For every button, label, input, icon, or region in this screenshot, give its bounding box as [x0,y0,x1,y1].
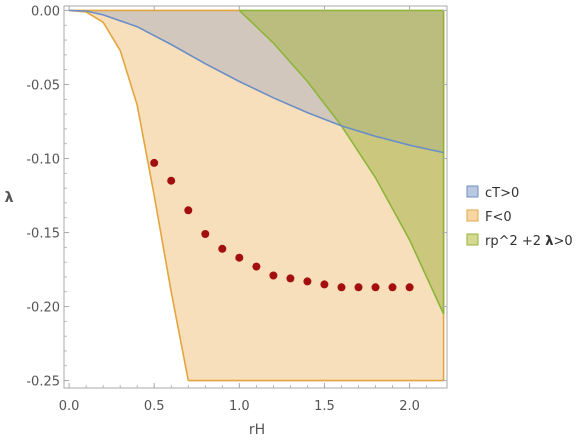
data-point [320,280,329,289]
data-point [388,283,397,292]
y-tick-label: 0.00 [31,4,60,19]
data-point [167,176,176,185]
x-axis-ticks: 0.0 0.5 1.0 1.5 2.0 [59,6,427,414]
y-axis-label: λ [5,190,14,206]
data-point [405,283,414,292]
data-point [201,230,210,238]
data-point [269,271,278,280]
data-point [150,158,159,167]
legend: cT>0 F<0 rp^2 +2 λ>0 [466,185,573,249]
data-points [150,158,414,292]
x-tick-label: 1.0 [229,399,250,414]
data-point [235,253,244,262]
x-tick-label: 1.5 [314,399,335,414]
legend-swatch [466,233,479,246]
y-tick-label: -0.05 [26,78,60,93]
x-tick-label: 0.0 [59,399,80,414]
data-point [252,262,261,271]
x-tick-label: 0.5 [144,399,165,414]
data-point [218,244,227,253]
x-axis-label: rH [249,422,265,438]
plot-frame [63,5,448,389]
plot-regions [69,10,444,381]
legend-label: F<0 [485,210,512,225]
data-point [303,277,312,286]
legend-label: cT>0 [485,186,519,201]
y-tick-label: -0.20 [26,301,60,316]
data-point [184,206,193,215]
data-point [337,283,346,292]
y-tick-label: -0.15 [26,227,60,242]
data-point [371,283,380,292]
ct-boundary-curve [69,9,444,154]
legend-swatch [466,209,479,222]
y-axis-ticks: 0.00 -0.05 -0.10 -0.15 -0.20 -0.25 [26,4,447,390]
data-point [354,283,363,292]
data-point [286,274,295,283]
legend-label: rp^2 +2 λ>0 [485,234,573,249]
legend-swatch [466,185,479,198]
x-tick-label: 2.0 [399,399,420,414]
y-tick-label: -0.10 [26,153,60,168]
y-tick-label: -0.25 [26,375,60,390]
f-boundary-curve [69,9,190,381]
region-rp-positive [239,10,444,315]
